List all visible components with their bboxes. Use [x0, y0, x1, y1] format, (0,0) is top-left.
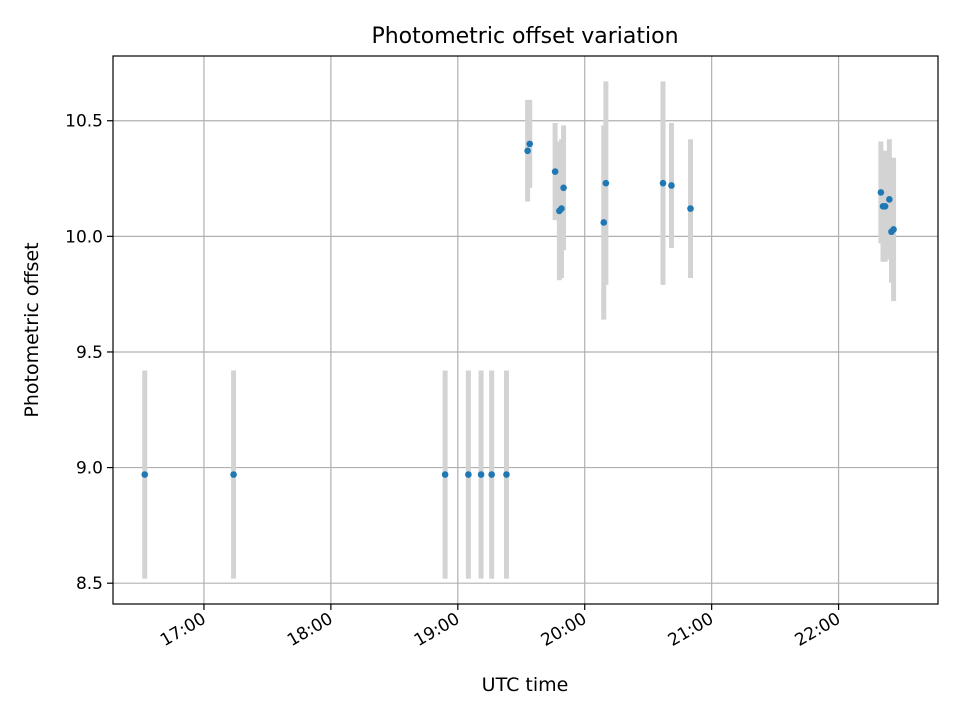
- data-point: [141, 471, 149, 478]
- y-tick-label: 9.5: [76, 343, 103, 363]
- y-tick-label: 10.0: [65, 227, 103, 247]
- data-point: [668, 182, 675, 189]
- data-point: [560, 184, 567, 192]
- data-point: [558, 205, 565, 212]
- data-point: [441, 471, 449, 478]
- data-markers: [141, 140, 897, 478]
- y-tick-label: 9.0: [76, 459, 103, 479]
- y-axis-ticks: 8.5 9.0 9.5 10.0 10.5: [65, 112, 113, 594]
- data-point: [659, 179, 667, 187]
- data-point: [687, 205, 694, 212]
- x-axis-label: UTC time: [482, 674, 569, 696]
- data-point: [551, 168, 559, 175]
- data-point: [524, 147, 531, 155]
- data-point: [886, 196, 893, 203]
- plot-frame: [112, 55, 939, 605]
- data-point: [465, 471, 472, 478]
- data-point: [890, 226, 897, 233]
- y-tick-label: 10.5: [65, 112, 103, 132]
- data-point: [877, 189, 885, 196]
- y-tick-label: 8.5: [76, 574, 103, 594]
- data-point: [230, 471, 237, 478]
- data-point: [488, 471, 495, 478]
- data-point: [881, 202, 889, 210]
- data-point: [602, 179, 610, 187]
- data-point: [526, 140, 534, 148]
- data-point: [503, 471, 510, 478]
- chart-title: Photometric offset variation: [371, 24, 678, 49]
- data-point: [477, 471, 485, 478]
- data-point: [600, 219, 608, 226]
- y-axis-label: Photometric offset: [21, 242, 43, 417]
